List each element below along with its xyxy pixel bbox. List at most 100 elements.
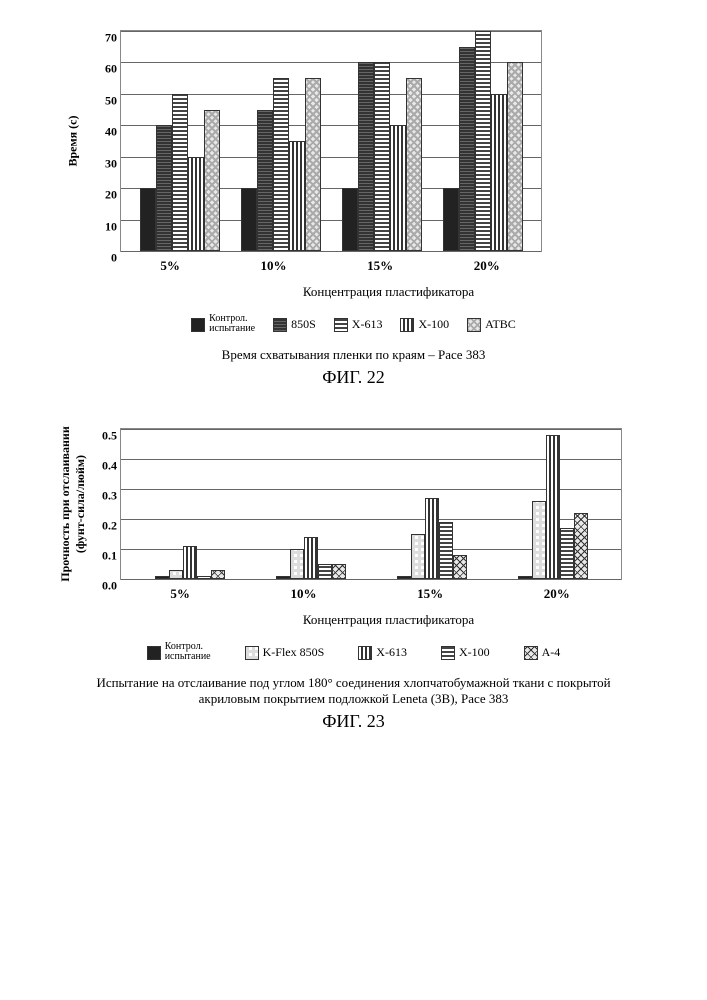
bar <box>459 47 475 251</box>
legend-label: X-613 <box>376 645 407 660</box>
legend-label: Контрол.испытание <box>165 642 211 663</box>
ytick: 30 <box>105 156 121 171</box>
fig22-legend: Контрол.испытание 850S X-613 X-100 ATBC <box>50 314 657 335</box>
bar <box>518 576 532 579</box>
legend-label: K-Flex 850S <box>263 645 325 660</box>
legend-label: X-100 <box>459 645 490 660</box>
ytick: 10 <box>105 219 121 234</box>
legend-label: Контрол.испытание <box>209 314 255 335</box>
bar <box>397 576 411 579</box>
bar <box>406 78 422 251</box>
fig23-chart-area: Прочность при отслаивании(фунт-сила/люйм… <box>120 428 622 580</box>
fig22-number: ФИГ. 22 <box>50 367 657 388</box>
bar <box>453 555 467 579</box>
bar <box>574 513 588 579</box>
bar <box>188 157 204 251</box>
legend-swatch <box>273 318 287 332</box>
xtick: 20% <box>474 258 500 274</box>
legend-item: X-100 <box>400 314 449 335</box>
figure-22: Время (с) 010203040506070 5% 10% 15% 20% Ко… <box>50 30 657 388</box>
ytick: 50 <box>105 93 121 108</box>
legend-label: X-100 <box>418 317 449 332</box>
xtick: 15% <box>367 258 393 274</box>
bar <box>257 110 273 251</box>
gridline <box>121 579 621 580</box>
legend-swatch <box>524 646 538 660</box>
bar <box>546 435 560 579</box>
legend-swatch <box>334 318 348 332</box>
xtick: 5% <box>160 258 180 274</box>
bar <box>211 570 225 579</box>
bar-group <box>443 31 523 251</box>
bar <box>532 501 546 579</box>
bar <box>290 549 304 579</box>
bar <box>475 31 491 251</box>
bar <box>342 188 358 251</box>
bar <box>276 576 290 579</box>
ytick: 40 <box>105 125 121 140</box>
ytick: 0.5 <box>102 429 121 444</box>
ytick: 0.1 <box>102 549 121 564</box>
fig22-caption: Время схватывания пленки по краям – Pace… <box>50 347 657 363</box>
legend-swatch <box>191 318 205 332</box>
bar <box>289 141 305 251</box>
bar <box>304 537 318 579</box>
legend-swatch <box>245 646 259 660</box>
ytick: 0.2 <box>102 519 121 534</box>
bar <box>507 62 523 251</box>
ytick: 0.3 <box>102 489 121 504</box>
gridline <box>121 251 541 252</box>
fig23-xaxis: 5%10%15%20% <box>120 586 620 602</box>
legend-swatch <box>400 318 414 332</box>
xtick: 15% <box>417 586 443 602</box>
bar <box>358 62 374 251</box>
bar <box>155 576 169 579</box>
bar <box>241 188 257 251</box>
bar <box>390 125 406 251</box>
fig22-ylabel: Время (с) <box>66 116 81 167</box>
xtick: 5% <box>170 586 190 602</box>
bar <box>443 188 459 251</box>
legend-swatch <box>147 646 161 660</box>
fig23-legend: Контрол.испытание K-Flex 850S X-613 X-100 A-… <box>50 642 657 663</box>
ytick: 60 <box>105 62 121 77</box>
bar-group <box>155 546 225 579</box>
xtick: 10% <box>260 258 286 274</box>
legend-item: Контрол.испытание <box>147 642 211 663</box>
ytick: 20 <box>105 188 121 203</box>
legend-item: X-100 <box>441 642 490 663</box>
legend-item: A-4 <box>524 642 561 663</box>
bar-group <box>140 94 220 251</box>
fig22-xaxis: 5% 10% 15% 20% <box>120 258 540 274</box>
xtick: 10% <box>290 586 316 602</box>
bar <box>425 498 439 579</box>
bar <box>374 62 390 251</box>
bar <box>140 188 156 251</box>
bar <box>332 564 346 579</box>
figure-23: Прочность при отслаивании(фунт-сила/люйм… <box>50 428 657 732</box>
bar-group <box>276 537 346 579</box>
legend-label: X-613 <box>352 317 383 332</box>
fig22-chart-area: Время (с) 010203040506070 <box>120 30 542 252</box>
fig22-bars <box>121 31 541 251</box>
ytick: 70 <box>105 31 121 46</box>
legend-swatch <box>441 646 455 660</box>
bar <box>491 94 507 251</box>
fig22-xlabel: Концентрация пластификатора <box>120 284 657 300</box>
bar-group <box>397 498 467 579</box>
bar <box>411 534 425 579</box>
legend-item: ATBC <box>467 314 516 335</box>
bar <box>183 546 197 579</box>
fig23-number: ФИГ. 23 <box>50 711 657 732</box>
legend-label: 850S <box>291 317 316 332</box>
fig23-caption: Испытание на отслаивание под углом 180° … <box>74 675 634 707</box>
legend-label: A-4 <box>542 645 561 660</box>
bar <box>439 522 453 579</box>
fig23-ylabel: Прочность при отслаивании(фунт-сила/люйм… <box>58 426 88 582</box>
legend-swatch <box>358 646 372 660</box>
bar <box>560 528 574 579</box>
bar <box>172 94 188 251</box>
legend-swatch <box>467 318 481 332</box>
fig23-bars <box>121 429 621 579</box>
bar <box>204 110 220 251</box>
